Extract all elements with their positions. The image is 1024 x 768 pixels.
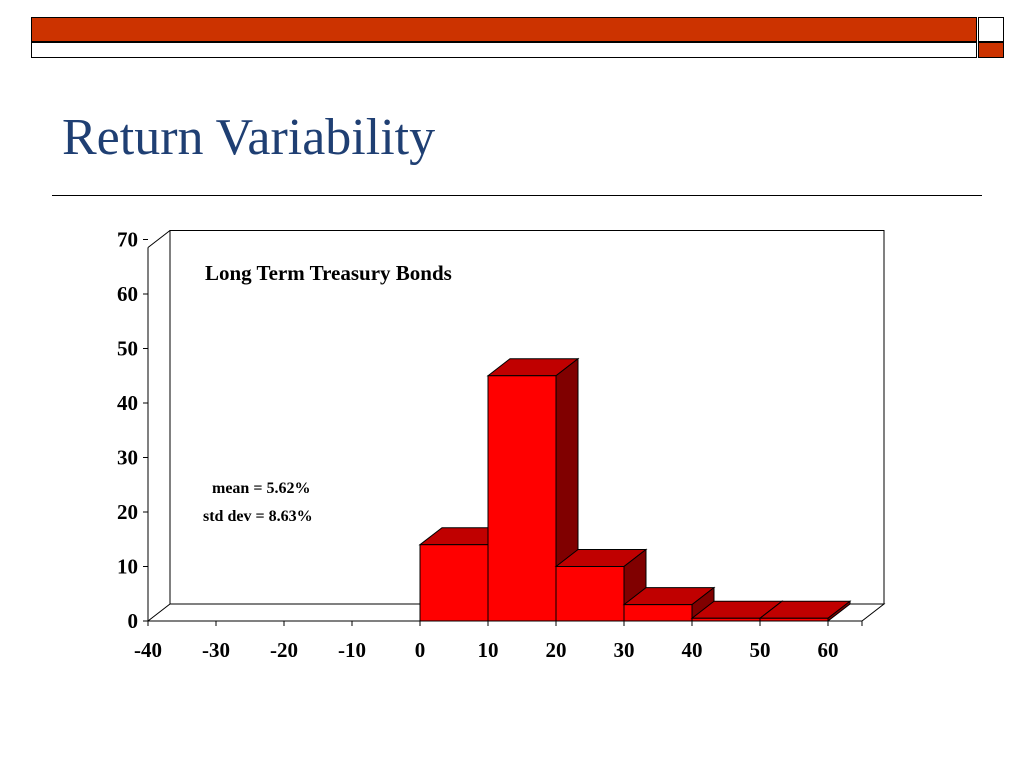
mean-annotation: mean = 5.62% bbox=[212, 480, 311, 497]
bar-0 bbox=[419, 544, 489, 622]
x-tick-label: 30 bbox=[614, 638, 635, 662]
header-underline-bar bbox=[31, 42, 977, 58]
x-tick-label: 40 bbox=[682, 638, 703, 662]
y-tick-label: 40 bbox=[117, 391, 138, 415]
bar-10 bbox=[487, 375, 557, 622]
y-tick-label: 50 bbox=[117, 337, 138, 361]
chart-side-wall-edge bbox=[147, 230, 171, 248]
y-tick-label: 20 bbox=[117, 500, 138, 524]
header-accent-bar bbox=[31, 17, 977, 42]
x-tick-label: 60 bbox=[818, 638, 839, 662]
x-tick-label: -10 bbox=[338, 638, 366, 662]
bar-30 bbox=[623, 604, 693, 622]
y-tick-label: 0 bbox=[128, 609, 139, 633]
header-corner-box bbox=[978, 17, 1004, 42]
y-tick-label: 60 bbox=[117, 282, 138, 306]
slide-title: Return Variability bbox=[62, 109, 436, 166]
y-tick-label: 10 bbox=[117, 555, 138, 579]
x-tick-label: 50 bbox=[750, 638, 771, 662]
header-corner-accent bbox=[978, 42, 1004, 58]
title-divider bbox=[52, 195, 982, 196]
bar-50 bbox=[759, 617, 829, 622]
y-tick-label: 70 bbox=[117, 228, 138, 252]
std-annotation: std dev = 8.63% bbox=[203, 508, 313, 525]
x-tick-label: 0 bbox=[415, 638, 426, 662]
x-tick-label: 10 bbox=[478, 638, 499, 662]
bar-40 bbox=[691, 617, 761, 622]
y-tick-label: 30 bbox=[117, 446, 138, 470]
bar-20 bbox=[555, 566, 625, 622]
x-tick-label: 20 bbox=[546, 638, 567, 662]
chart-title: Long Term Treasury Bonds bbox=[205, 261, 452, 285]
x-tick-label: -30 bbox=[202, 638, 230, 662]
x-tick-label: -40 bbox=[134, 638, 162, 662]
x-tick-label: -20 bbox=[270, 638, 298, 662]
